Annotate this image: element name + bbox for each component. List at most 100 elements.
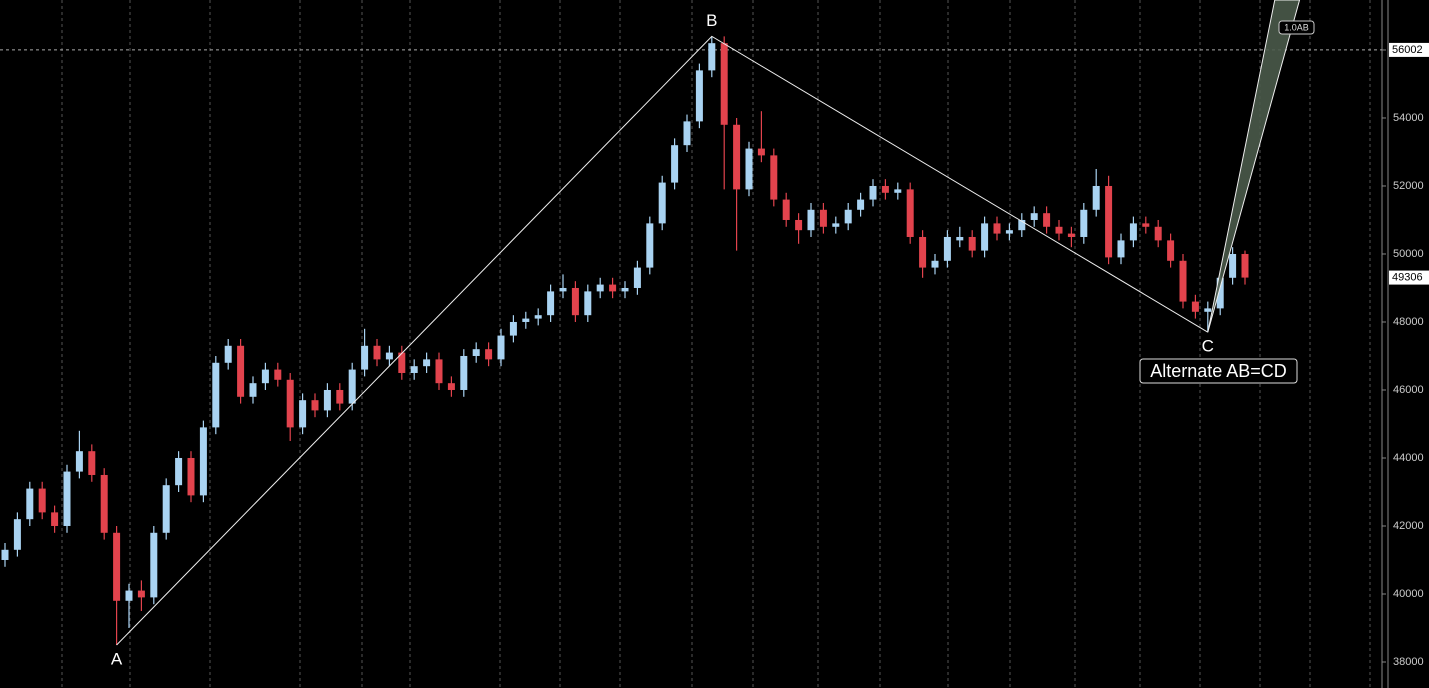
candle-body — [51, 512, 59, 526]
pattern-name: Alternate AB=CD — [1150, 361, 1287, 381]
candle-body — [571, 287, 579, 316]
candle-body — [1, 549, 9, 560]
candle-body — [38, 488, 46, 513]
candle-body — [13, 519, 21, 550]
candle-body — [398, 352, 406, 373]
candle-body — [782, 199, 790, 220]
candle-body — [832, 223, 840, 227]
candle-body — [658, 182, 666, 224]
candle-body — [162, 485, 170, 533]
candle-body — [596, 284, 604, 292]
candle-body — [1129, 223, 1137, 241]
candle-body — [1117, 240, 1125, 258]
plot-area: A B C 1.0AB Alternate AB=CD — [0, 0, 1382, 668]
candle-body — [770, 155, 778, 200]
candle-body — [113, 532, 121, 601]
y-tick-label: 40000 — [1393, 588, 1424, 600]
candle-body — [708, 43, 716, 71]
candle-body — [993, 223, 1001, 234]
candle-body — [683, 121, 691, 146]
candle-body — [807, 209, 815, 231]
candle-body — [385, 352, 393, 360]
projection-label-box — [1278, 20, 1315, 35]
candle-body — [249, 383, 257, 397]
candle-body — [981, 223, 989, 251]
candle-body — [1167, 240, 1175, 261]
pattern-name-box — [1139, 358, 1298, 384]
candle-body — [286, 379, 294, 428]
candle-body — [943, 236, 951, 261]
candle-body — [373, 345, 381, 360]
candle-body — [633, 267, 641, 288]
candle-body — [671, 145, 679, 183]
pattern-line — [116, 35, 1209, 646]
candle-body — [423, 359, 431, 367]
candle-body — [1092, 185, 1100, 210]
y-tick-label: 48000 — [1393, 316, 1424, 328]
candle-body — [1105, 185, 1113, 258]
candle-body — [733, 124, 741, 190]
candle-body — [26, 488, 34, 520]
candle-body — [534, 315, 542, 319]
candle-body — [63, 471, 71, 526]
candle-body — [485, 349, 493, 360]
candle-body — [547, 291, 555, 316]
point-label: C — [1202, 337, 1214, 356]
candle-body — [435, 359, 443, 384]
time-grid — [61, 0, 1371, 688]
candle-body — [509, 321, 517, 336]
candle-body — [906, 189, 914, 237]
candle-body — [224, 345, 232, 363]
projection-label: 1.0AB — [1284, 22, 1309, 32]
candle-body — [410, 366, 418, 373]
candle-body — [1030, 213, 1038, 220]
candle-body — [212, 362, 220, 428]
candle-body — [894, 189, 902, 193]
candle-body — [187, 457, 195, 496]
candle-body — [150, 532, 158, 598]
candle-body — [472, 349, 480, 356]
candle-body — [857, 199, 865, 210]
candle-body — [745, 148, 753, 190]
candle-body — [1080, 209, 1088, 237]
candle-body — [1142, 223, 1150, 227]
candle-body — [336, 389, 344, 404]
price-label: 56002 — [1392, 44, 1423, 56]
candle-body — [1191, 301, 1199, 312]
candle-body — [137, 590, 145, 598]
candle-body — [311, 400, 319, 411]
candle-body — [1216, 277, 1224, 309]
candle-body — [497, 335, 505, 360]
candle-body — [274, 369, 282, 380]
candle-body — [646, 223, 654, 268]
y-tick-label: 42000 — [1393, 520, 1424, 532]
candle-body — [584, 291, 592, 316]
y-tick-label: 44000 — [1393, 452, 1424, 464]
candle-body — [522, 318, 530, 322]
candle-body — [1043, 213, 1051, 227]
candle-body — [881, 185, 889, 193]
candle-body — [460, 355, 468, 390]
candle-body — [175, 457, 183, 486]
point-label: B — [706, 11, 717, 30]
price-label-box — [1389, 270, 1429, 285]
candle-body — [956, 236, 964, 241]
projection-zone — [1207, 0, 1301, 333]
candle-body — [199, 427, 207, 496]
candle-body — [125, 590, 133, 601]
candle-body — [323, 389, 331, 411]
candle-body — [621, 287, 629, 292]
candle-body — [1005, 230, 1013, 234]
y-axis: 38000 40000 42000 44000 46000 48000 50000 52000… — [1382, 42, 1429, 668]
candle-body — [1179, 260, 1187, 302]
y-tick-label: 46000 — [1393, 384, 1424, 396]
candle-body — [1154, 226, 1162, 241]
candle-body — [695, 70, 703, 122]
candle-body — [819, 209, 827, 227]
candle-body — [720, 43, 728, 125]
y-tick-label: 54000 — [1393, 112, 1424, 124]
candle-body — [1018, 219, 1026, 231]
candle-body — [1241, 253, 1249, 278]
candle-body — [931, 260, 939, 268]
candle-body — [609, 284, 617, 292]
